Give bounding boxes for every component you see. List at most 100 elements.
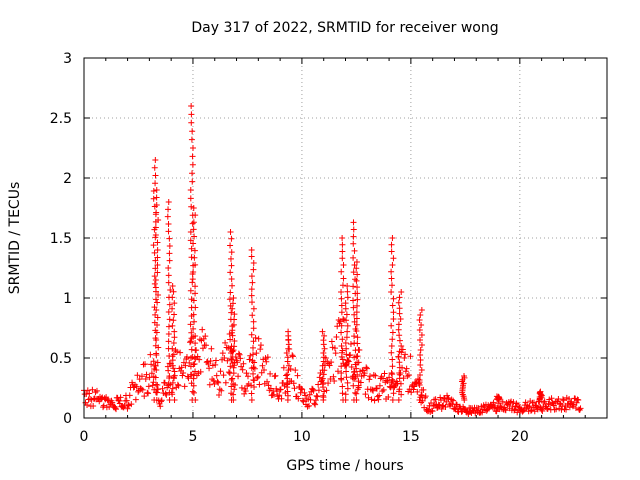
data-point bbox=[250, 364, 257, 371]
data-point bbox=[165, 272, 172, 279]
data-point bbox=[236, 351, 243, 358]
data-point bbox=[339, 255, 346, 262]
data-point bbox=[227, 229, 234, 235]
data-point bbox=[284, 354, 291, 361]
data-point bbox=[437, 397, 444, 404]
data-point bbox=[320, 371, 327, 378]
data-point bbox=[328, 338, 335, 345]
data-point bbox=[384, 378, 391, 385]
data-point bbox=[365, 394, 372, 401]
data-point bbox=[230, 364, 237, 371]
data-point bbox=[165, 265, 172, 271]
data-point bbox=[190, 382, 197, 389]
data-point bbox=[109, 399, 116, 406]
data-point bbox=[231, 316, 238, 323]
data-point bbox=[388, 349, 395, 356]
data-point bbox=[222, 339, 229, 346]
data-point bbox=[235, 373, 242, 380]
data-point bbox=[163, 391, 170, 398]
data-point bbox=[575, 406, 582, 413]
data-point bbox=[334, 368, 341, 375]
data-point bbox=[235, 350, 242, 357]
data-point bbox=[169, 379, 176, 386]
data-point bbox=[169, 391, 176, 398]
data-point bbox=[154, 314, 161, 321]
data-point bbox=[374, 393, 381, 400]
data-point bbox=[367, 373, 374, 380]
data-point bbox=[151, 280, 158, 287]
data-point bbox=[203, 342, 210, 349]
data-point bbox=[135, 388, 142, 395]
data-point bbox=[190, 297, 197, 304]
data-point bbox=[396, 305, 403, 312]
data-point bbox=[250, 344, 257, 351]
data-point bbox=[190, 361, 197, 368]
data-point bbox=[250, 260, 257, 267]
data-point bbox=[398, 289, 405, 295]
data-point bbox=[321, 388, 328, 395]
data-point bbox=[343, 345, 350, 352]
data-point bbox=[188, 346, 195, 353]
data-point bbox=[396, 332, 403, 339]
data-point bbox=[388, 289, 395, 295]
data-point bbox=[395, 326, 402, 333]
data-point bbox=[179, 372, 186, 379]
data-point bbox=[417, 337, 424, 343]
data-point bbox=[410, 386, 417, 393]
data-point bbox=[389, 235, 396, 241]
data-point bbox=[240, 360, 247, 367]
data-point bbox=[239, 366, 246, 373]
data-point bbox=[444, 394, 451, 401]
data-point bbox=[461, 373, 468, 379]
data-point bbox=[285, 362, 292, 369]
chart-title: Day 317 of 2022, SRMTID for receiver won… bbox=[191, 20, 498, 36]
data-point bbox=[187, 195, 194, 202]
data-point bbox=[152, 311, 159, 318]
data-point bbox=[152, 157, 159, 163]
data-point bbox=[166, 235, 173, 242]
data-point bbox=[228, 235, 235, 242]
data-point bbox=[368, 396, 375, 403]
data-point bbox=[553, 406, 560, 413]
data-point bbox=[319, 375, 326, 382]
data-point bbox=[276, 392, 283, 399]
data-point bbox=[319, 362, 326, 369]
data-point bbox=[418, 307, 425, 313]
data-point bbox=[152, 172, 159, 179]
data-point bbox=[366, 376, 373, 383]
data-point bbox=[416, 327, 423, 333]
data-point bbox=[339, 241, 346, 248]
data-point bbox=[342, 305, 349, 312]
data-point bbox=[169, 345, 176, 352]
data-point bbox=[510, 399, 517, 406]
data-point bbox=[228, 356, 235, 363]
data-point bbox=[306, 391, 313, 398]
data-point bbox=[227, 269, 234, 276]
data-point bbox=[154, 299, 161, 306]
data-point bbox=[134, 372, 141, 379]
data-point bbox=[153, 202, 160, 208]
data-point bbox=[190, 375, 197, 382]
data-point bbox=[389, 336, 396, 343]
data-point bbox=[169, 357, 176, 364]
data-point bbox=[165, 331, 172, 337]
data-point bbox=[267, 370, 274, 377]
data-point bbox=[550, 402, 557, 409]
data-point bbox=[350, 369, 357, 376]
data-point bbox=[152, 232, 159, 238]
data-point bbox=[270, 391, 277, 398]
data-point bbox=[151, 273, 158, 280]
data-point bbox=[339, 390, 346, 397]
data-point bbox=[250, 338, 257, 345]
x-tick-label: 15 bbox=[402, 429, 420, 445]
data-point bbox=[224, 357, 231, 364]
data-point bbox=[251, 365, 258, 372]
data-point bbox=[231, 343, 238, 350]
data-point bbox=[199, 326, 206, 333]
data-point bbox=[158, 398, 165, 405]
data-point bbox=[155, 217, 162, 223]
data-point bbox=[248, 286, 255, 293]
data-point bbox=[189, 128, 196, 135]
data-point bbox=[389, 329, 396, 336]
data-point bbox=[574, 396, 581, 403]
